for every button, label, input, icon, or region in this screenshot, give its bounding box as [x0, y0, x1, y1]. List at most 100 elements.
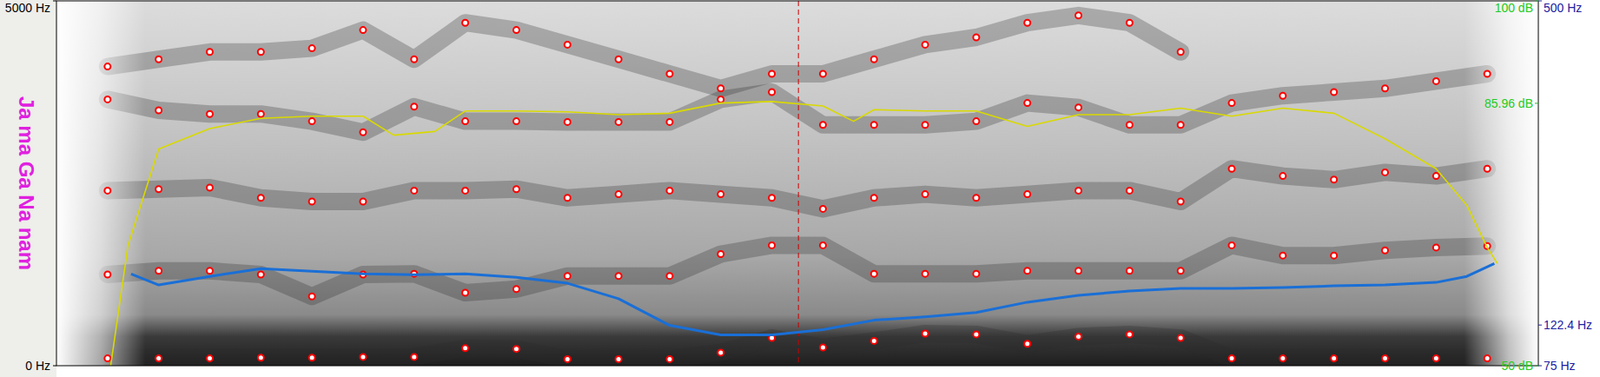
- left-margin: [0, 0, 57, 377]
- formant-point: [819, 242, 827, 249]
- formant-point: [206, 48, 213, 55]
- formant-point: [922, 330, 929, 338]
- formant-point: [1229, 165, 1236, 172]
- formant-point: [717, 96, 724, 103]
- formant-point: [1075, 12, 1082, 19]
- plot-frame: [56, 0, 1539, 366]
- formant-point: [206, 267, 213, 274]
- formant-point: [1075, 333, 1082, 340]
- formant-point: [1177, 198, 1184, 205]
- formant-point: [717, 349, 724, 356]
- formant-point: [564, 194, 571, 201]
- formant-point: [1381, 355, 1389, 362]
- formant-point: [1075, 104, 1082, 111]
- formant-point: [359, 129, 366, 136]
- formant-point: [1484, 165, 1491, 172]
- formant-point: [257, 271, 265, 278]
- formant-point: [462, 187, 469, 194]
- formant-point: [1177, 267, 1184, 274]
- formant-point: [1177, 48, 1184, 55]
- formant-point: [871, 194, 878, 201]
- formant-point: [666, 71, 673, 78]
- formant-point: [462, 290, 469, 297]
- formant-point: [972, 118, 979, 125]
- formant-point: [1433, 244, 1440, 251]
- intensity-line: [110, 101, 1498, 366]
- formant-point: [410, 103, 417, 110]
- formant-point: [104, 63, 111, 70]
- formant-point: [1330, 252, 1337, 259]
- formant-point: [1484, 71, 1491, 78]
- formant-point: [717, 251, 724, 258]
- formant-point: [666, 356, 673, 363]
- formant-point: [513, 285, 520, 292]
- formant-point: [410, 187, 417, 194]
- formant-point: [717, 191, 724, 198]
- formant-point: [104, 96, 111, 103]
- spectrogram-background: [56, 0, 1539, 366]
- formant-point: [819, 344, 827, 351]
- tick: [1534, 102, 1539, 104]
- formant-points: [104, 12, 1184, 92]
- formant-point: [462, 19, 469, 27]
- formant-point: [871, 271, 878, 278]
- formant-point: [155, 355, 162, 362]
- intensity-tick-label: 85.96 dB: [1484, 96, 1534, 111]
- formant-point: [666, 119, 673, 126]
- formant-point: [615, 191, 622, 198]
- formant-point: [513, 345, 520, 352]
- formant-point: [359, 26, 366, 34]
- formant-point: [1024, 19, 1031, 27]
- formant-point: [564, 119, 571, 126]
- pitch-tick-label: 122.4 Hz: [1543, 317, 1593, 332]
- formant-point: [768, 194, 775, 201]
- tick: [52, 365, 57, 367]
- formant-point: [819, 121, 827, 128]
- formant-point: [206, 111, 213, 118]
- formant-point: [768, 89, 775, 96]
- formant-point: [513, 118, 520, 125]
- formant-point: [257, 194, 265, 201]
- formant-point: [257, 354, 265, 361]
- formant-point: [1229, 99, 1236, 106]
- formant-point: [257, 48, 265, 55]
- formant-point: [1126, 121, 1133, 128]
- chart: 0 Hz5000 Hz75 Hz122.4 Hz500 Hz50 dB85.96…: [0, 0, 1600, 377]
- formant-point: [871, 56, 878, 63]
- tick: [1534, 0, 1539, 2]
- formant-point: [1075, 267, 1082, 274]
- formant-point: [615, 56, 622, 63]
- formant-point: [871, 337, 878, 344]
- formant-point: [1484, 355, 1491, 362]
- formant-point: [1279, 172, 1286, 179]
- formant-point: [1279, 252, 1286, 259]
- formant-point: [359, 198, 366, 205]
- edge-fade: [56, 0, 1539, 366]
- formant-point: [1024, 340, 1031, 347]
- formant-point: [1177, 335, 1184, 342]
- pitch-tick-label: 75 Hz: [1543, 358, 1576, 373]
- formant-point: [155, 185, 162, 192]
- formant-point: [309, 45, 316, 52]
- y-tick-label: 0 Hz: [25, 358, 51, 373]
- formant-point: [1330, 89, 1337, 96]
- formant-point: [309, 293, 316, 300]
- formant-point: [1433, 172, 1440, 179]
- formant-point: [819, 71, 827, 78]
- formant-point: [871, 121, 878, 128]
- intensity-tick-label: 100 dB: [1494, 0, 1534, 15]
- formant-point: [1024, 267, 1031, 274]
- formant-point: [1433, 78, 1440, 85]
- tick: [1538, 324, 1542, 326]
- formant-point: [104, 271, 111, 278]
- formant-point: [922, 41, 929, 48]
- formant-point: [155, 107, 162, 114]
- title: Ja ma Ga Na nam: [14, 96, 39, 271]
- formant-point: [206, 355, 213, 362]
- formant-point: [1433, 355, 1440, 362]
- formant-point: [972, 271, 979, 278]
- formant-point: [462, 344, 469, 351]
- formant-points: [104, 330, 1490, 363]
- formant-point: [1024, 191, 1031, 198]
- formant-point: [155, 267, 162, 274]
